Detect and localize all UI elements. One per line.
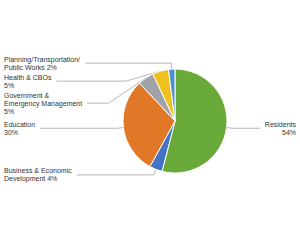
- svg-text:54%: 54%: [282, 129, 296, 136]
- svg-text:Public Works 2%: Public Works 2%: [4, 64, 57, 71]
- svg-text:5%: 5%: [4, 108, 14, 115]
- svg-text:30%: 30%: [4, 129, 18, 136]
- svg-text:Development 4%: Development 4%: [4, 175, 57, 183]
- svg-text:Business & Economic: Business & Economic: [4, 167, 72, 174]
- svg-text:Government &: Government &: [4, 92, 49, 99]
- svg-text:Emergency Management: Emergency Management: [4, 100, 82, 108]
- svg-text:Health & CBOs: Health & CBOs: [4, 74, 52, 81]
- svg-text:Residents: Residents: [265, 121, 297, 128]
- svg-text:5%: 5%: [4, 82, 14, 89]
- svg-text:Planning/Transportation/: Planning/Transportation/: [4, 56, 80, 64]
- svg-text:Education: Education: [4, 121, 35, 128]
